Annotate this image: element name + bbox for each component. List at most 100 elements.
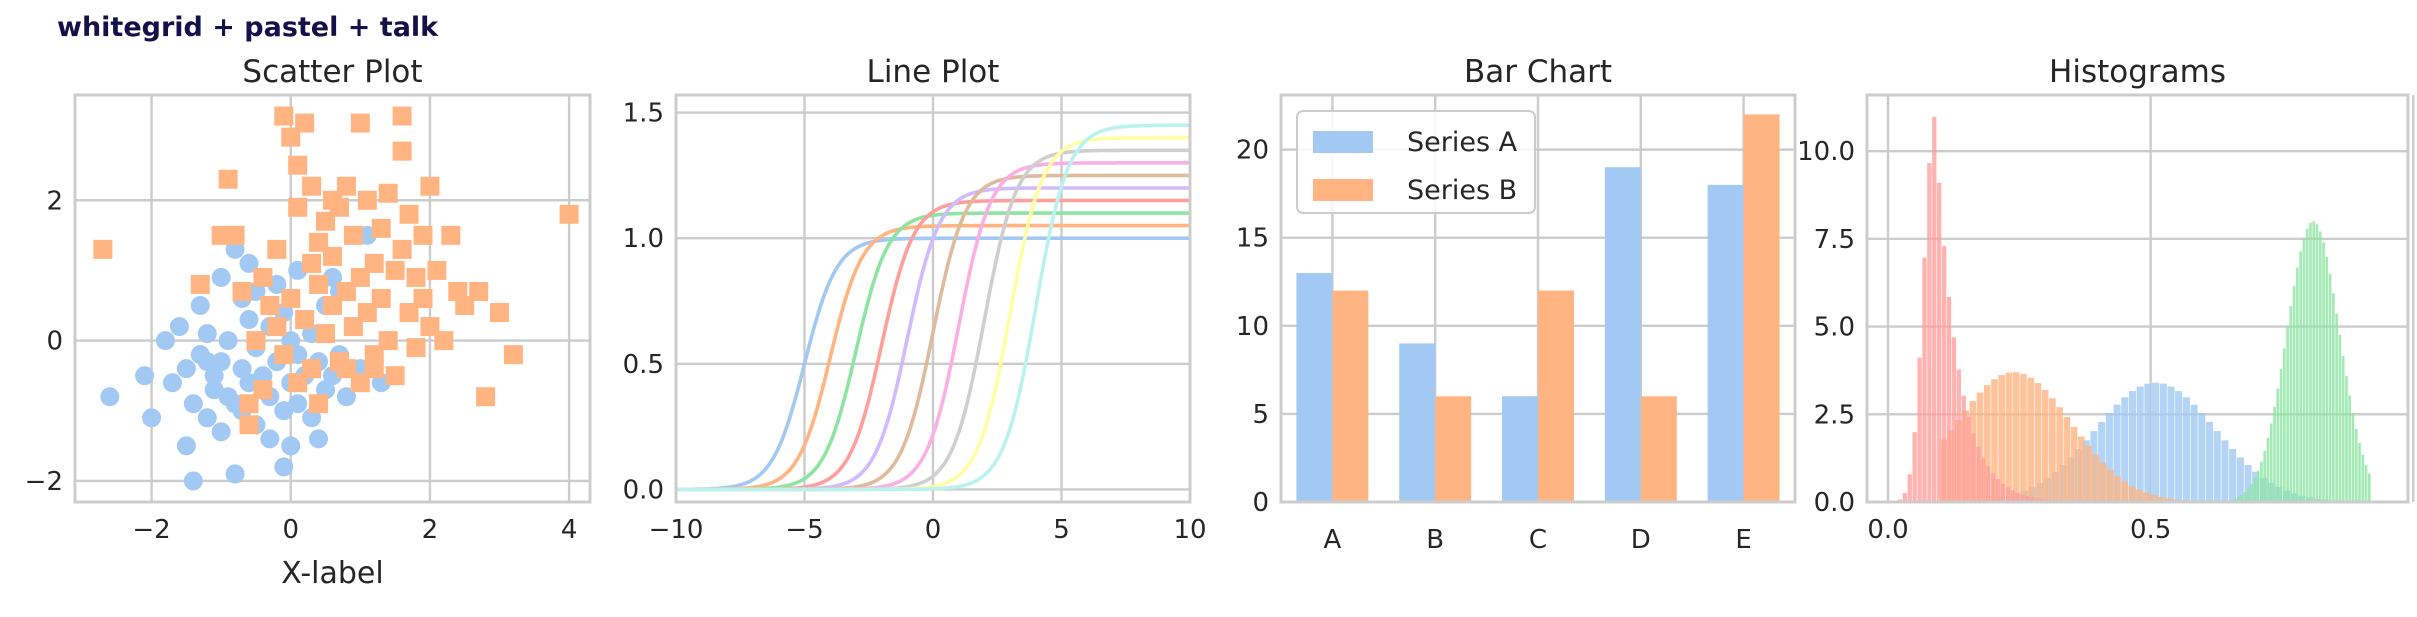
histogram-bin: [2070, 426, 2078, 502]
histogram-bin: [2164, 498, 2172, 502]
axes-frame: [73, 93, 592, 504]
histogram-bin: [2354, 428, 2358, 502]
legend-label: Series A: [1407, 127, 1518, 158]
scatter-point-square: [350, 113, 370, 133]
bar-D: [1640, 396, 1677, 502]
bar-A: [1332, 290, 1369, 502]
scatter-point-square: [559, 204, 579, 224]
histogram-bin: [2244, 465, 2252, 502]
scatter-point-square: [329, 197, 349, 217]
scatter-point-square: [503, 345, 523, 365]
histogram-bin: [2276, 388, 2280, 502]
x-tick-label: 2: [422, 515, 439, 545]
scatter-point-square: [302, 176, 322, 196]
scatter-point-square: [253, 267, 273, 287]
scatter-point-square: [288, 197, 308, 217]
scatter-point-square: [413, 289, 433, 308]
histogram-bin: [2325, 256, 2329, 502]
scatter-point-circle: [260, 429, 280, 449]
scatter-point-square: [378, 331, 398, 351]
histogram-bin: [2309, 222, 2312, 502]
scatter-point-square: [371, 289, 391, 308]
y-tick-label: 0.0: [1814, 488, 1855, 518]
x-tick-label: C: [1529, 525, 1547, 555]
histogram-bin: [2041, 390, 2049, 502]
histogram-bin: [2085, 445, 2092, 502]
histogram-bin: [2318, 231, 2322, 502]
scatter-point-square: [392, 106, 412, 126]
histogram-bin: [1990, 473, 1996, 502]
histogram-bin: [1922, 257, 1927, 502]
x-tick-label: 0.0: [1867, 515, 1908, 545]
scatter-point-circle: [169, 317, 189, 337]
histogram-bin: [2240, 494, 2244, 502]
y-tick-label: 1.0: [623, 224, 664, 254]
y-tick-label: 5: [1252, 400, 1269, 430]
scatter-point-square: [302, 359, 322, 379]
histogram-bin: [2121, 481, 2129, 502]
scatter-point-square: [357, 190, 377, 210]
y-tick-label: 2.5: [1814, 400, 1855, 430]
bar-E: [1743, 114, 1780, 502]
histogram-bin: [2012, 372, 2020, 502]
x-tick-label: −2: [132, 515, 170, 545]
scatter-point-circle: [183, 394, 203, 414]
histogram-bin: [2253, 478, 2257, 502]
scatter-point-circle: [190, 296, 210, 316]
histogram-bin: [2128, 486, 2136, 502]
scatter-point-circle: [232, 359, 252, 379]
histogram-bin: [2302, 238, 2306, 502]
histogram-bin: [2035, 498, 2040, 502]
histogram-bin: [1912, 432, 1917, 502]
histogram-group: [1888, 116, 2371, 502]
y-tick-label: 2: [46, 186, 63, 216]
scatter-point-square: [246, 331, 266, 351]
histogram-bin: [2348, 395, 2352, 502]
histogram-bin: [2025, 496, 2030, 502]
x-tick-label: −10: [649, 515, 704, 545]
scatter-point-circle: [162, 373, 182, 393]
histogram-bin: [2269, 423, 2273, 502]
x-tick-label: 5: [1053, 515, 1070, 545]
scatter-point-square: [476, 387, 496, 407]
histogram-bin: [2273, 406, 2276, 502]
scatter-point-square: [364, 253, 384, 273]
histogram-bin: [2364, 465, 2368, 502]
scatter-point-circle: [155, 331, 175, 351]
x-tick-label: E: [1735, 525, 1751, 555]
y-tick-label: −2: [25, 467, 63, 497]
scatter-point-square: [434, 331, 454, 351]
histogram-bin: [1971, 433, 1976, 502]
line-series-group: [676, 123, 1190, 492]
histogram-bin: [2247, 488, 2250, 502]
histogram-bin: [2198, 412, 2206, 502]
histogram-bin: [2113, 404, 2121, 502]
scatter-point-square: [295, 310, 315, 330]
scatter-point-circle: [309, 429, 329, 449]
figure-suptitle: whitegrid + pastel + talk: [57, 12, 439, 43]
scatter-point-circle: [100, 387, 120, 407]
histogram-bin: [2020, 373, 2027, 502]
histogram-bin: [1937, 182, 1942, 502]
x-tick-label: B: [1426, 525, 1444, 555]
histogram-bin: [2315, 224, 2319, 502]
histogram-bin: [2328, 273, 2332, 502]
histogram-bin: [2243, 492, 2247, 502]
histogram-bin: [2157, 496, 2165, 502]
histogram-bin: [2205, 421, 2214, 502]
histogram-bin: [2292, 286, 2296, 502]
histogram-bin: [2063, 416, 2071, 502]
scatter-point-square: [336, 176, 356, 196]
bar-B: [1435, 396, 1472, 502]
scatter-point-circle: [183, 471, 203, 491]
histogram-bin: [2335, 313, 2338, 502]
scatter-point-square: [288, 155, 308, 175]
scatter-point-square: [364, 359, 384, 379]
bar-E: [1707, 184, 1744, 502]
histogram-bin: [2128, 391, 2137, 502]
scatter-point-square: [281, 289, 301, 308]
histogram-bin: [2190, 404, 2198, 502]
scatter-point-square: [274, 345, 294, 365]
histogram-bin: [1932, 116, 1937, 502]
